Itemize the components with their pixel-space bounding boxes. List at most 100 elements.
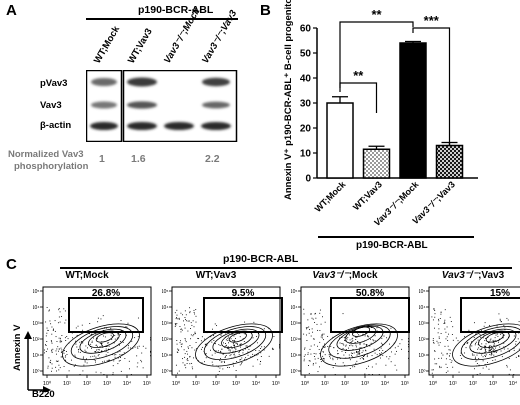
event-dot: [108, 359, 110, 361]
y-tick-label: 10¹: [162, 353, 169, 359]
event-dot: [478, 347, 480, 349]
event-dot: [247, 354, 249, 356]
event-dot: [221, 348, 223, 350]
event-dot: [180, 312, 182, 314]
event-dot: [365, 333, 367, 335]
event-dot: [438, 344, 440, 346]
event-dot: [359, 358, 361, 360]
event-dot: [89, 323, 91, 324]
gate-rectangle: [68, 297, 144, 333]
event-dot: [130, 347, 132, 349]
y-tick-label: 10¹: [291, 353, 298, 359]
event-dot: [354, 366, 356, 368]
event-dot: [380, 342, 382, 344]
event-dot: [507, 319, 509, 321]
y-tick-label: 10⁰: [33, 369, 40, 375]
event-dot: [500, 321, 502, 322]
event-dot: [451, 334, 453, 335]
event-dot: [184, 364, 186, 366]
x-tick-label: 10⁰: [429, 380, 438, 387]
panel-b-letter: B: [260, 2, 271, 19]
event-dot: [64, 337, 66, 339]
event-dot: [484, 346, 486, 348]
flow-plot: 10⁰10⁵10¹10⁴10²10³10³10²10⁴10¹10⁵10⁰15%: [419, 286, 520, 387]
event-dot: [319, 309, 321, 311]
event-dot: [193, 309, 195, 311]
event-dot: [100, 372, 102, 374]
event-dot: [195, 315, 197, 317]
density-contour: [228, 332, 247, 343]
event-dot: [63, 308, 65, 310]
event-dot: [260, 356, 262, 357]
event-dot: [245, 345, 247, 347]
flow-plot-title: WT;Vav3: [176, 270, 256, 281]
event-dot: [445, 372, 447, 374]
event-dot: [51, 367, 53, 369]
event-dot: [351, 356, 353, 358]
event-dot: [446, 367, 448, 368]
event-dot: [61, 316, 63, 317]
gate-rectangle: [330, 297, 410, 333]
event-dot: [125, 334, 127, 336]
event-dot: [217, 366, 219, 368]
event-dot: [48, 309, 50, 311]
blot-row-label: β-actin: [40, 120, 72, 131]
event-dot: [447, 339, 449, 341]
event-dot: [96, 349, 98, 351]
event-dot: [120, 370, 122, 372]
event-dot: [304, 348, 305, 350]
y-tick-label: 10⁰: [162, 369, 169, 375]
event-dot: [176, 323, 178, 325]
event-dot: [108, 345, 110, 347]
event-dot: [50, 349, 52, 351]
event-dot: [58, 348, 60, 350]
event-dot: [61, 335, 63, 337]
event-dot: [433, 308, 435, 310]
event-dot: [329, 354, 331, 356]
event-dot: [177, 318, 179, 320]
event-dot: [485, 366, 487, 368]
y-tick-label: 10¹: [419, 353, 426, 359]
event-dot: [438, 336, 440, 338]
event-dot: [45, 321, 47, 323]
event-dot: [111, 336, 113, 338]
bar: [362, 148, 391, 179]
event-dot: [389, 356, 391, 358]
x-tick-label: 10²: [341, 381, 349, 387]
event-dot: [315, 317, 317, 319]
event-dot: [328, 354, 330, 356]
event-dot: [492, 349, 494, 351]
event-dot: [449, 349, 451, 351]
density-contour: [351, 326, 371, 337]
event-dot: [229, 355, 231, 357]
event-dot: [450, 361, 452, 363]
event-dot: [491, 345, 493, 347]
bar: [326, 102, 354, 179]
event-dot: [117, 363, 119, 365]
event-dot: [446, 353, 448, 355]
event-dot: [236, 343, 238, 345]
event-dot: [228, 349, 230, 351]
event-dot: [248, 348, 250, 350]
event-dot: [128, 360, 130, 362]
flow-title-part: ;Mock: [348, 270, 378, 281]
event-dot: [197, 337, 199, 339]
y-tick-label: 10⁴: [162, 305, 169, 311]
event-dot: [84, 349, 86, 351]
event-dot: [482, 337, 484, 339]
event-dot: [60, 337, 61, 339]
event-dot: [464, 344, 465, 345]
event-dot: [233, 335, 235, 337]
event-dot: [495, 347, 497, 349]
event-dot: [227, 347, 229, 349]
event-dot: [324, 343, 325, 345]
event-dot: [303, 360, 305, 362]
event-dot: [225, 332, 227, 334]
event-dot: [101, 343, 103, 344]
event-dot: [313, 338, 315, 340]
y-tick-label: 50: [300, 49, 311, 60]
panel-b-group-line: [318, 236, 474, 238]
event-dot: [322, 333, 324, 335]
event-dot: [472, 354, 474, 356]
event-dot: [85, 345, 87, 347]
